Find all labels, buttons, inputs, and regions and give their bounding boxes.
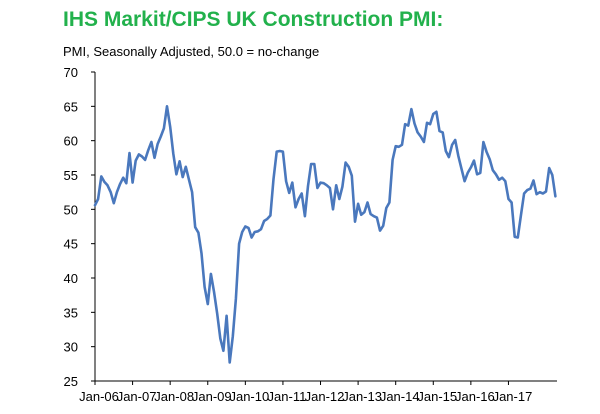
y-tick-label: 65 [64, 99, 78, 114]
pmi-series-line [93, 105, 557, 364]
x-tick-label: Jan-06 [79, 389, 119, 404]
x-tick-label: Jan-13 [342, 389, 382, 404]
x-tick-label: Jan-11 [268, 389, 307, 404]
y-tick-label: 50 [64, 202, 78, 217]
x-tick-label: Jan-15 [417, 389, 457, 404]
x-axis: Jan-06Jan-07Jan-08Jan-09Jan-10Jan-11Jan-… [79, 380, 557, 404]
x-tick-label: Jan-14 [380, 389, 420, 404]
x-tick-label: Jan-12 [305, 389, 345, 404]
y-tick-label: 45 [64, 237, 78, 252]
x-tick-label: Jan-07 [117, 389, 157, 404]
x-tick-label: Jan-16 [455, 389, 495, 404]
chart-subtitle: PMI, Seasonally Adjusted, 50.0 = no-chan… [63, 44, 320, 59]
y-tick-label: 70 [64, 65, 78, 80]
x-tick-label: Jan-10 [229, 389, 269, 404]
y-tick-label: 60 [64, 134, 78, 149]
y-axis: 25 30 35 40 45 50 55 60 65 70 [64, 65, 96, 389]
chart-title: IHS Markit/CIPS UK Construction PMI: [63, 8, 444, 31]
y-tick-label: 35 [64, 305, 78, 320]
y-tick-label: 25 [64, 374, 78, 389]
y-tick-label: 30 [64, 340, 78, 355]
y-tick-label: 55 [64, 168, 78, 183]
y-tick-label: 40 [64, 271, 78, 286]
x-tick-label: Jan-17 [493, 389, 533, 404]
series-group [93, 105, 557, 364]
x-tick-label: Jan-09 [192, 389, 232, 404]
x-tick-label: Jan-08 [154, 389, 194, 404]
